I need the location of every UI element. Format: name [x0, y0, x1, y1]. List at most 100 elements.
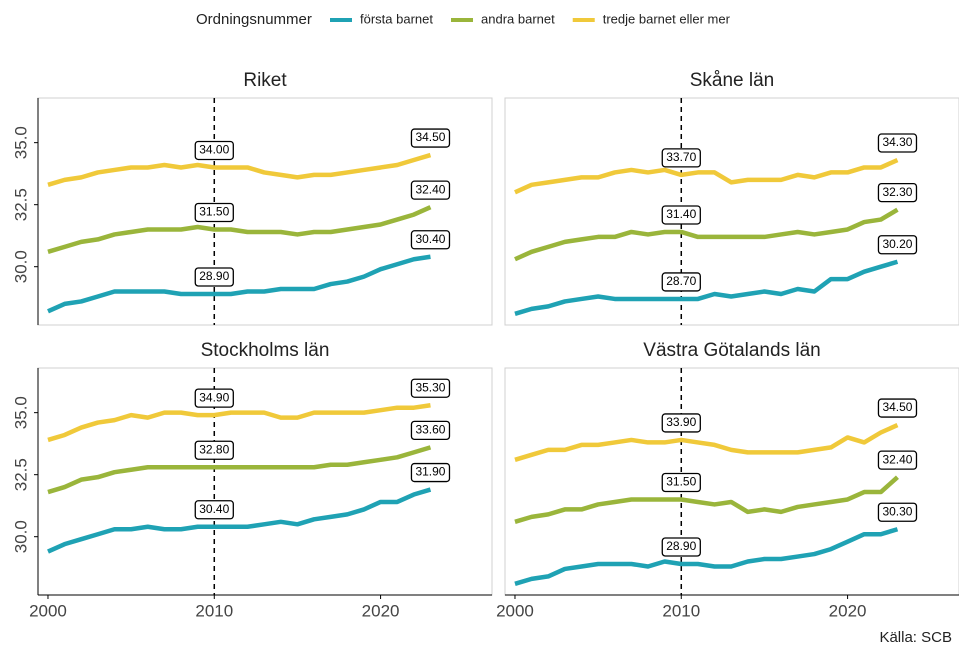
x-tick-label: 2020 [362, 601, 400, 620]
series-line [47, 402, 431, 443]
caption: Källa: SCB [879, 629, 952, 646]
value-label-box [661, 413, 701, 433]
x-tick-label: 2010 [195, 601, 233, 620]
series-line [514, 259, 899, 316]
value-label-box [410, 230, 451, 250]
series-line [514, 157, 899, 195]
series-line [47, 205, 432, 254]
facet-title: Västra Götalands län [643, 340, 820, 361]
value-label: 32.40 [410, 180, 451, 200]
value-label: 28.90 [661, 537, 701, 557]
x-tick-label: 2000 [29, 601, 67, 620]
series-line [47, 445, 432, 495]
value-label: 33.60 [410, 420, 451, 441]
value-label: 34.50 [410, 128, 451, 148]
value-label-text: 34.90 [199, 390, 229, 404]
x-tick-label: 2000 [496, 601, 534, 620]
value-label-box [877, 502, 918, 522]
series-line [514, 475, 899, 524]
series-line [514, 207, 899, 262]
value-label-box [410, 462, 451, 483]
series-line [514, 423, 899, 462]
series-line [47, 254, 431, 314]
value-label-text: 32.30 [882, 185, 912, 199]
value-label: 30.20 [877, 235, 918, 255]
value-label-box [194, 202, 234, 223]
legend-label: första barnet [360, 11, 433, 26]
value-label-box [661, 472, 701, 493]
y-tick-label: 35.0 [11, 126, 30, 159]
value-label: 28.70 [661, 272, 701, 292]
value-label-text: 30.40 [415, 232, 445, 246]
y-tick-label: 35.0 [11, 396, 30, 429]
value-label: 32.40 [877, 450, 918, 470]
value-label: 31.90 [410, 462, 451, 483]
value-label-text: 32.80 [199, 442, 229, 456]
panel-border [504, 97, 959, 326]
value-label-box [661, 148, 701, 168]
y-tick-label: 32.5 [11, 458, 30, 491]
value-label-text: 34.50 [415, 130, 445, 144]
value-label-text: 34.30 [882, 135, 912, 149]
value-label-text: 32.40 [882, 452, 912, 466]
value-label-box [194, 140, 234, 161]
series-line [47, 487, 432, 554]
series-line [47, 152, 432, 187]
value-label-box [194, 500, 234, 520]
value-label: 34.30 [877, 133, 918, 153]
value-label: 34.50 [877, 398, 918, 418]
y-tick-label: 30.0 [11, 250, 30, 283]
value-label-text: 34.00 [199, 143, 229, 157]
value-label-text: 30.30 [882, 504, 912, 518]
legend-label: tredje barnet eller mer [603, 11, 731, 26]
value-label-box [661, 272, 701, 292]
series-line [514, 527, 899, 586]
value-label-text: 28.90 [199, 269, 229, 283]
value-label-box [877, 182, 918, 203]
value-label: 34.90 [194, 388, 234, 408]
value-label-text: 33.70 [666, 150, 696, 164]
facet-title: Skåne län [690, 70, 775, 91]
value-label-box [194, 267, 234, 287]
value-label: 31.50 [194, 202, 234, 223]
value-label: 31.40 [661, 205, 701, 225]
value-label-text: 34.50 [882, 400, 912, 414]
value-label: 32.30 [877, 182, 918, 203]
value-label: 30.40 [194, 500, 234, 520]
value-label-box [661, 205, 701, 225]
value-label: 32.80 [194, 440, 234, 460]
value-label: 33.90 [661, 413, 701, 433]
value-label-box [877, 133, 918, 153]
value-label-box [410, 378, 451, 398]
value-label-text: 33.90 [666, 415, 696, 429]
legend-title: Ordningsnummer [196, 11, 312, 28]
value-label: 28.90 [194, 267, 234, 287]
value-label-text: 31.90 [415, 465, 445, 479]
value-label-box [194, 388, 234, 408]
value-label-box [661, 537, 701, 557]
value-label-text: 33.60 [415, 423, 445, 437]
value-label-text: 30.40 [199, 502, 229, 516]
value-label: 30.30 [877, 502, 918, 522]
value-label-text: 28.70 [666, 274, 696, 288]
value-label: 35.30 [410, 378, 451, 398]
value-label-text: 31.50 [199, 205, 229, 219]
value-label-text: 28.90 [666, 539, 696, 553]
value-label-box [410, 180, 451, 200]
value-label: 33.70 [661, 148, 701, 168]
facet-title: Stockholms län [201, 340, 330, 361]
value-label: 30.40 [410, 230, 451, 250]
value-label-text: 31.40 [666, 207, 696, 221]
value-label-box [410, 420, 451, 441]
x-tick-label: 2010 [662, 601, 700, 620]
value-label-text: 31.50 [666, 475, 696, 489]
value-label-box [410, 128, 451, 148]
legend-label: andra barnet [481, 11, 555, 26]
value-label-text: 30.20 [882, 237, 912, 251]
value-label-text: 32.40 [415, 182, 445, 196]
value-label-box [877, 235, 918, 255]
y-tick-label: 32.5 [11, 188, 30, 221]
value-label-box [194, 440, 234, 460]
value-label: 34.00 [194, 140, 234, 161]
x-tick-label: 2020 [829, 601, 867, 620]
